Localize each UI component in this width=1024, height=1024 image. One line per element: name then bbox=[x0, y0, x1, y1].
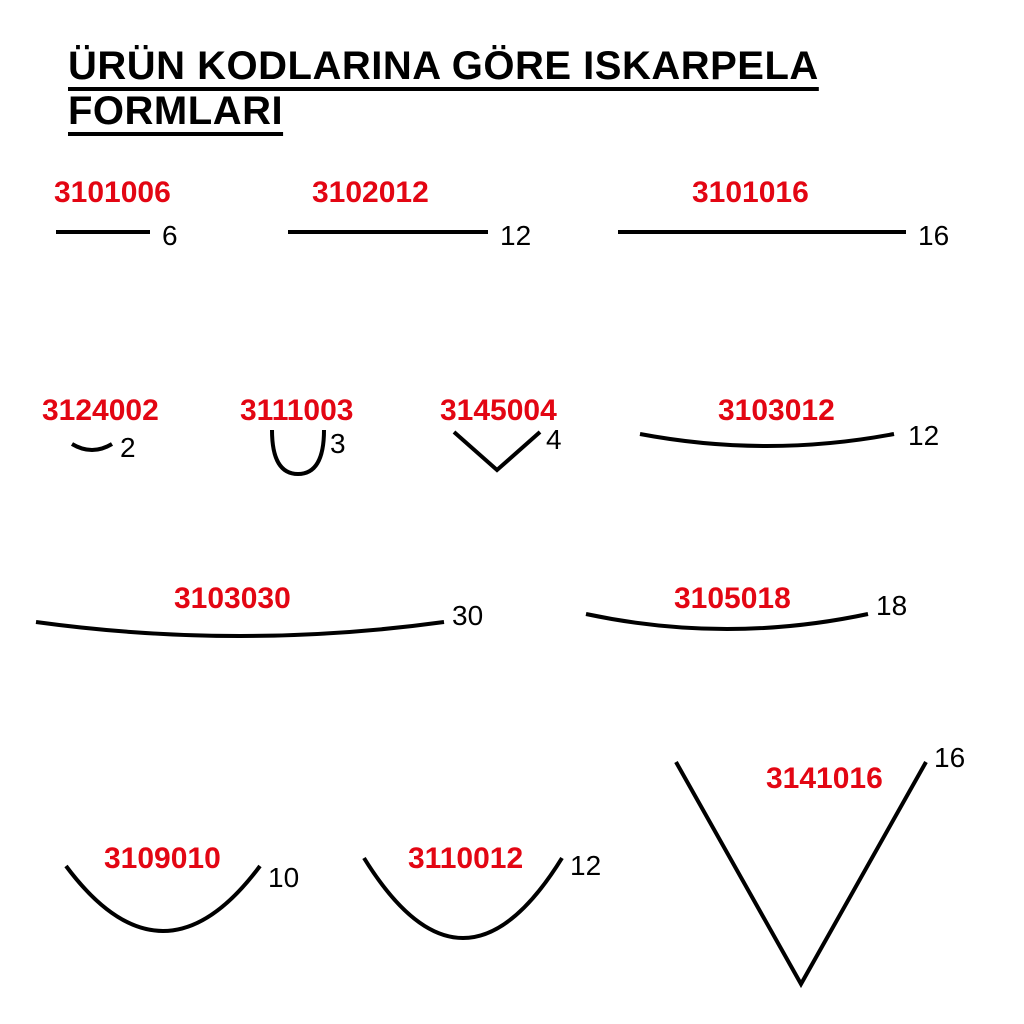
chisel-shape-line bbox=[288, 232, 488, 242]
product-code: 3105018 bbox=[674, 582, 791, 616]
product-code: 3124002 bbox=[42, 394, 159, 428]
size-label: 12 bbox=[570, 850, 601, 882]
size-label: 10 bbox=[268, 862, 299, 894]
product-code: 3103012 bbox=[718, 394, 835, 428]
size-label: 12 bbox=[500, 220, 531, 252]
chisel-shape-deep-arc bbox=[66, 866, 260, 944]
size-label: 30 bbox=[452, 600, 483, 632]
chisel-shape-arc bbox=[72, 440, 112, 456]
product-code: 3101016 bbox=[692, 176, 809, 210]
chisel-shape-line bbox=[618, 232, 906, 242]
size-label: 18 bbox=[876, 590, 907, 622]
product-code: 3101006 bbox=[54, 176, 171, 210]
chisel-shape-big-v bbox=[676, 762, 926, 984]
chisel-shape-u bbox=[272, 430, 324, 474]
size-label: 12 bbox=[908, 420, 939, 452]
size-label: 16 bbox=[918, 220, 949, 252]
chisel-shape-arc bbox=[640, 434, 894, 458]
product-code: 3111003 bbox=[240, 394, 353, 428]
chisel-shape-arc bbox=[36, 622, 444, 650]
chisel-shape-line bbox=[56, 232, 150, 242]
product-code: 3145004 bbox=[440, 394, 557, 428]
chisel-shape-arc bbox=[586, 614, 868, 644]
size-label: 2 bbox=[120, 432, 136, 464]
product-code: 3102012 bbox=[312, 176, 429, 210]
chisel-shape-v bbox=[454, 432, 540, 470]
size-label: 4 bbox=[546, 424, 562, 456]
size-label: 6 bbox=[162, 220, 178, 252]
page-title: ÜRÜN KODLARINA GÖRE ISKARPELA FORMLARI bbox=[68, 44, 1024, 134]
size-label: 16 bbox=[934, 742, 965, 774]
size-label: 3 bbox=[330, 428, 346, 460]
chisel-shape-deep-arc bbox=[364, 858, 562, 956]
product-code: 3103030 bbox=[174, 582, 291, 616]
